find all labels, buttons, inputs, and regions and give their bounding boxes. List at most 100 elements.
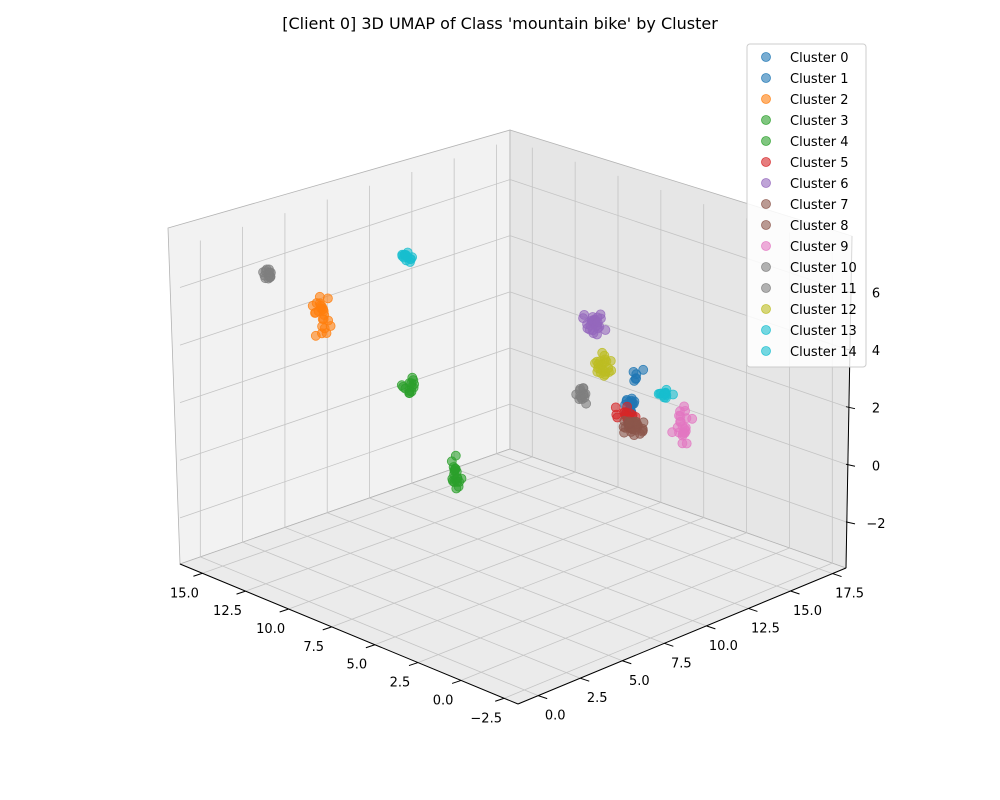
legend-marker: [761, 73, 771, 83]
y-tick-label: 15.0: [793, 604, 822, 619]
x-tick-label: 2.5: [390, 676, 411, 691]
scatter-point: [318, 306, 329, 317]
grid-lines: [179, 144, 847, 699]
y-tick-mark: [790, 590, 800, 595]
y-tick-label: 10.0: [709, 639, 738, 654]
x-tick-mark: [408, 662, 419, 667]
y-grid-floor: [496, 453, 833, 574]
z-grid-left: [179, 291, 511, 404]
z-tick-mark: [845, 521, 856, 525]
legend-box: [746, 43, 867, 368]
scatter-point: [578, 313, 588, 324]
x-grid-floor: [331, 502, 661, 628]
legend-label: Cluster 10: [790, 261, 857, 276]
scatter-points: [258, 247, 698, 494]
legend-label: Cluster 5: [790, 156, 849, 171]
legend-label: Cluster 11: [790, 282, 857, 297]
legend-label: Cluster 13: [790, 324, 857, 339]
legend-label: Cluster 3: [790, 114, 849, 129]
scatter-point: [453, 481, 464, 492]
y-tick-mark: [580, 677, 590, 682]
z-grid-right: [509, 291, 847, 408]
y-tick-mark: [706, 625, 716, 630]
x-grid-floor: [460, 547, 790, 681]
y-grid-floor: [200, 556, 539, 697]
z-grid-left: [179, 347, 511, 461]
legend-label: Cluster 6: [790, 177, 849, 192]
x-tick-mark: [193, 572, 203, 577]
z-tick-label: 6: [872, 286, 880, 301]
legend-marker: [761, 199, 771, 209]
scatter-point: [631, 373, 641, 384]
scatter-point: [406, 378, 417, 389]
scatter-point: [322, 293, 333, 304]
scatter-point: [638, 364, 649, 375]
legend-label: Cluster 0: [790, 51, 849, 66]
legend-marker: [761, 346, 771, 356]
x-grid-floor: [374, 517, 704, 646]
z-grid-left: [179, 235, 511, 346]
legend-label: Cluster 8: [790, 219, 849, 234]
x-grid-floor: [202, 456, 533, 574]
y-tick-mark: [664, 642, 674, 647]
scatter-point: [263, 273, 274, 284]
z-grid-right: [509, 403, 847, 523]
x-tick-mark: [495, 697, 505, 702]
legend-marker: [761, 325, 771, 335]
scatter-point: [592, 317, 603, 328]
y-tick-mark: [538, 695, 548, 700]
legend-label: Cluster 1: [790, 72, 849, 87]
scatter-point: [624, 418, 635, 429]
legend-label: Cluster 9: [790, 240, 849, 255]
legend-marker: [761, 220, 771, 230]
axis-panes: [167, 129, 853, 705]
scatter-point: [610, 402, 621, 413]
legend-label: Cluster 4: [790, 135, 849, 150]
z-grid-left: [179, 403, 511, 519]
y-grid-floor: [411, 482, 749, 609]
y-tick-label: 17.5: [835, 587, 864, 602]
x-tick-label: 0.0: [433, 693, 454, 708]
scatter-point: [677, 428, 688, 439]
z-tick-mark: [845, 406, 856, 410]
y-tick-mark: [748, 607, 758, 612]
legend: Cluster 0 Cluster 1 Cluster 2 Cluster 3 Clus…: [746, 43, 867, 368]
y-grid-floor: [284, 527, 623, 662]
legend-marker: [761, 262, 771, 272]
legend-label: Cluster 14: [790, 345, 857, 360]
legend-marker: [761, 115, 771, 125]
scatter-point: [659, 388, 670, 399]
y-grid-floor: [242, 541, 581, 679]
legend-marker: [761, 283, 771, 293]
y-tick-label: 5.0: [629, 674, 650, 689]
scatter-point: [310, 308, 320, 318]
scatter-point: [316, 328, 327, 339]
z-grid-left: [179, 179, 511, 288]
y-tick-mark: [622, 660, 632, 665]
y-axis-line: [517, 567, 847, 705]
legend-marker: [761, 136, 771, 146]
x-grid-floor: [417, 532, 747, 663]
x-tick-label: 5.0: [347, 658, 368, 673]
x-tick-mark: [365, 644, 376, 649]
scatter-point: [595, 309, 606, 320]
z-tick-label: 0: [872, 459, 880, 474]
scatter-point: [681, 438, 692, 449]
x-grid-floor: [288, 486, 619, 610]
x-axis-line: [179, 563, 519, 705]
scatter-point: [681, 413, 692, 424]
y-grid-floor: [369, 497, 707, 627]
x-tick-mark: [451, 679, 462, 684]
y-tick-label: 7.5: [671, 656, 692, 671]
x-grid-floor: [245, 471, 576, 592]
z-tick-label: −2: [866, 517, 885, 532]
scatter-point: [619, 427, 629, 438]
legend-label: Cluster 7: [790, 198, 849, 213]
scatter-point: [593, 363, 603, 374]
scatter-point: [599, 350, 610, 361]
x-tick-label: −2.5: [470, 711, 502, 726]
y-grid-floor: [454, 468, 791, 592]
legend-marker: [761, 52, 771, 62]
chart-title: [Client 0] 3D UMAP of Class 'mountain bi…: [282, 14, 718, 33]
